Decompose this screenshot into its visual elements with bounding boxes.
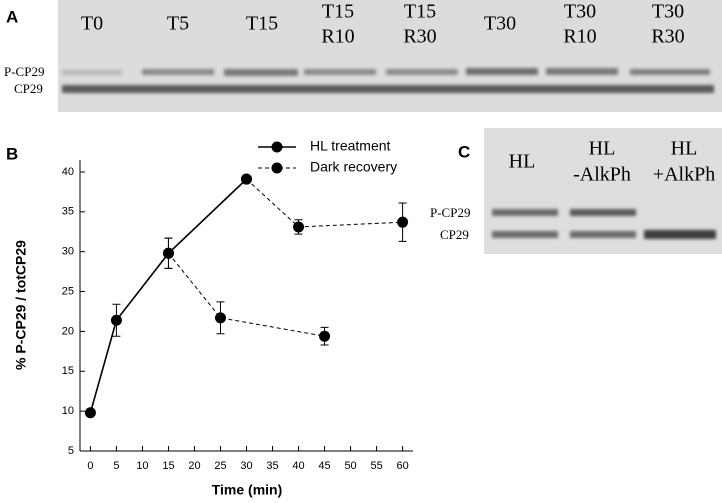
legend-label: HL treatment bbox=[310, 138, 391, 154]
x-tick-label: 10 bbox=[136, 460, 148, 472]
legend-marker bbox=[271, 162, 283, 174]
lane-label: T30 bbox=[564, 1, 596, 23]
lane-label: T15 bbox=[404, 1, 436, 23]
x-tick-label: 55 bbox=[370, 460, 382, 472]
x-tick-label: 50 bbox=[344, 460, 356, 472]
lane-label: R10 bbox=[321, 26, 354, 48]
y-tick-label: 10 bbox=[62, 405, 74, 417]
panel-label: A bbox=[6, 7, 18, 26]
lane-label: R30 bbox=[403, 26, 436, 48]
band-label: CP29 bbox=[14, 81, 43, 96]
x-tick-label: 30 bbox=[240, 460, 252, 472]
y-axis-label: % P-CP29 / totCP29 bbox=[13, 240, 29, 370]
blot-a-bands bbox=[62, 68, 714, 93]
x-tick-label: 45 bbox=[318, 460, 330, 472]
lane-label: HL bbox=[671, 138, 698, 160]
panel-label: C bbox=[458, 142, 470, 161]
band-label: P-CP29 bbox=[430, 205, 470, 220]
x-tick-label: 25 bbox=[214, 460, 226, 472]
data-point bbox=[293, 221, 305, 233]
data-point bbox=[397, 216, 409, 228]
legend-label: Dark recovery bbox=[310, 159, 397, 175]
blot-c-bands bbox=[492, 209, 716, 239]
x-tick-label: 60 bbox=[396, 460, 408, 472]
y-tick-label: 30 bbox=[62, 246, 74, 258]
x-tick-label: 35 bbox=[266, 460, 278, 472]
lane-label: +AlkPh bbox=[653, 164, 715, 186]
lane-label: T5 bbox=[167, 13, 189, 35]
x-tick-label: 40 bbox=[292, 460, 304, 472]
panel-label: B bbox=[6, 144, 18, 163]
y-tick-label: 5 bbox=[68, 445, 74, 457]
x-tick-label: 5 bbox=[113, 460, 119, 472]
band-label: CP29 bbox=[440, 227, 469, 242]
y-tick-label: 20 bbox=[62, 325, 74, 337]
series-line bbox=[168, 178, 403, 337]
data-point bbox=[214, 312, 226, 324]
x-axis-label: Time (min) bbox=[212, 482, 283, 498]
lane-label: T30 bbox=[652, 1, 684, 23]
lane-label: T0 bbox=[81, 13, 103, 35]
lane-label: -AlkPh bbox=[573, 164, 631, 186]
y-tick-label: 25 bbox=[62, 285, 74, 297]
x-tick-label: 20 bbox=[188, 460, 200, 472]
data-point bbox=[84, 407, 96, 419]
series-line bbox=[89, 178, 248, 413]
lane-label: HL bbox=[589, 138, 616, 160]
x-tick-label: 15 bbox=[162, 460, 174, 472]
x-tick-label: 0 bbox=[87, 460, 93, 472]
lane-label: T15 bbox=[322, 1, 354, 23]
data-point bbox=[319, 330, 331, 342]
band-label: P-CP29 bbox=[4, 64, 44, 79]
blot-a bbox=[58, 0, 722, 112]
lane-label: T15 bbox=[246, 13, 278, 35]
legend-marker bbox=[271, 141, 283, 153]
y-tick-label: 35 bbox=[62, 206, 74, 218]
data-point bbox=[162, 247, 174, 259]
y-tick-label: 15 bbox=[62, 365, 74, 377]
data-point bbox=[241, 173, 252, 185]
lane-label: R10 bbox=[563, 26, 596, 48]
data-point bbox=[110, 314, 122, 326]
lane-label: T30 bbox=[484, 13, 516, 35]
y-tick-label: 40 bbox=[62, 166, 74, 178]
lane-label: R30 bbox=[651, 26, 684, 48]
lane-label: HL bbox=[509, 151, 536, 173]
